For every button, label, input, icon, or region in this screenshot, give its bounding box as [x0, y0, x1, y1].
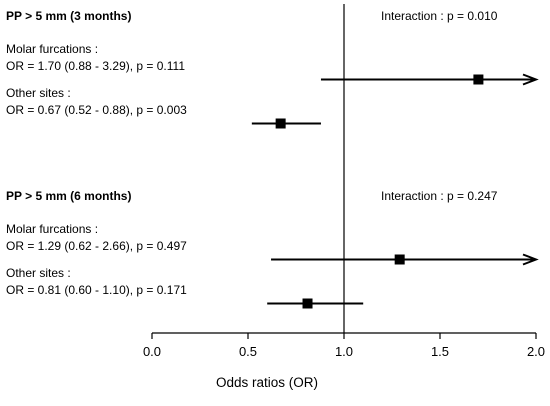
x-axis-ticks: 0.0 0.5 1.0 1.5 2.0	[143, 333, 545, 359]
forest-row: Other sites : OR = 0.67 (0.52 - 0.88), p …	[6, 86, 321, 129]
group-heading: PP > 5 mm (3 months)	[6, 9, 131, 23]
x-tick-label: 1.5	[431, 344, 449, 359]
group-heading: PP > 5 mm (6 months)	[6, 189, 131, 203]
row-or-ci: OR = 1.29 (0.62 - 2.66),	[6, 239, 136, 253]
row-label: Molar furcations :	[6, 42, 98, 56]
forest-row: Molar furcations : OR = 1.70 (0.88 - 3.29…	[6, 42, 539, 86]
row-label: Other sites :	[6, 266, 71, 280]
x-tick-label: 0.0	[143, 344, 161, 359]
interaction-p-value: p = 0.010	[447, 9, 498, 23]
interaction-label: Interaction : p = 0.010	[381, 9, 498, 23]
row-label: Other sites :	[6, 86, 71, 100]
row-label: Molar furcations :	[6, 222, 98, 236]
row-stat: OR = 0.81 (0.60 - 1.10), p = 0.171	[6, 283, 187, 297]
x-tick-label: 1.0	[335, 344, 353, 359]
forest-group: PP > 5 mm (6 months) Interaction : p = 0.…	[6, 189, 539, 309]
row-p-value: p = 0.497	[136, 239, 187, 253]
interaction-label: Interaction : p = 0.247	[381, 189, 498, 203]
x-tick-label: 2.0	[527, 344, 545, 359]
interaction-p-value: p = 0.247	[447, 189, 498, 203]
row-p-value: p = 0.171	[136, 283, 187, 297]
row-or-ci: OR = 0.81 (0.60 - 1.10),	[6, 283, 136, 297]
row-stat: OR = 1.29 (0.62 - 2.66), p = 0.497	[6, 239, 187, 253]
row-p-value: p = 0.111	[136, 59, 185, 73]
row-or-ci: OR = 1.70 (0.88 - 3.29),	[6, 59, 136, 73]
ci-arrow-icon	[522, 73, 539, 86]
row-p-value: p = 0.003	[136, 103, 187, 117]
point-estimate	[394, 254, 405, 265]
forest-row: Molar furcations : OR = 1.29 (0.62 - 2.66…	[6, 222, 539, 266]
x-tick-label: 0.5	[239, 344, 257, 359]
point-estimate	[473, 74, 484, 85]
row-stat: OR = 0.67 (0.52 - 0.88), p = 0.003	[6, 103, 187, 117]
row-or-ci: OR = 0.67 (0.52 - 0.88),	[6, 103, 136, 117]
forest-row: Other sites : OR = 0.81 (0.60 - 1.10), p …	[6, 266, 364, 309]
interaction-prefix: Interaction :	[381, 189, 447, 203]
interaction-prefix: Interaction :	[381, 9, 447, 23]
point-estimate	[275, 118, 286, 129]
x-axis-title: Odds ratios (OR)	[216, 375, 318, 390]
row-stat: OR = 1.70 (0.88 - 3.29), p = 0.111	[6, 59, 185, 73]
point-estimate	[302, 298, 313, 309]
forest-groups: PP > 5 mm (3 months) Interaction : p = 0.…	[6, 9, 539, 309]
ci-arrow-icon	[522, 253, 539, 266]
forest-group: PP > 5 mm (3 months) Interaction : p = 0.…	[6, 9, 539, 129]
